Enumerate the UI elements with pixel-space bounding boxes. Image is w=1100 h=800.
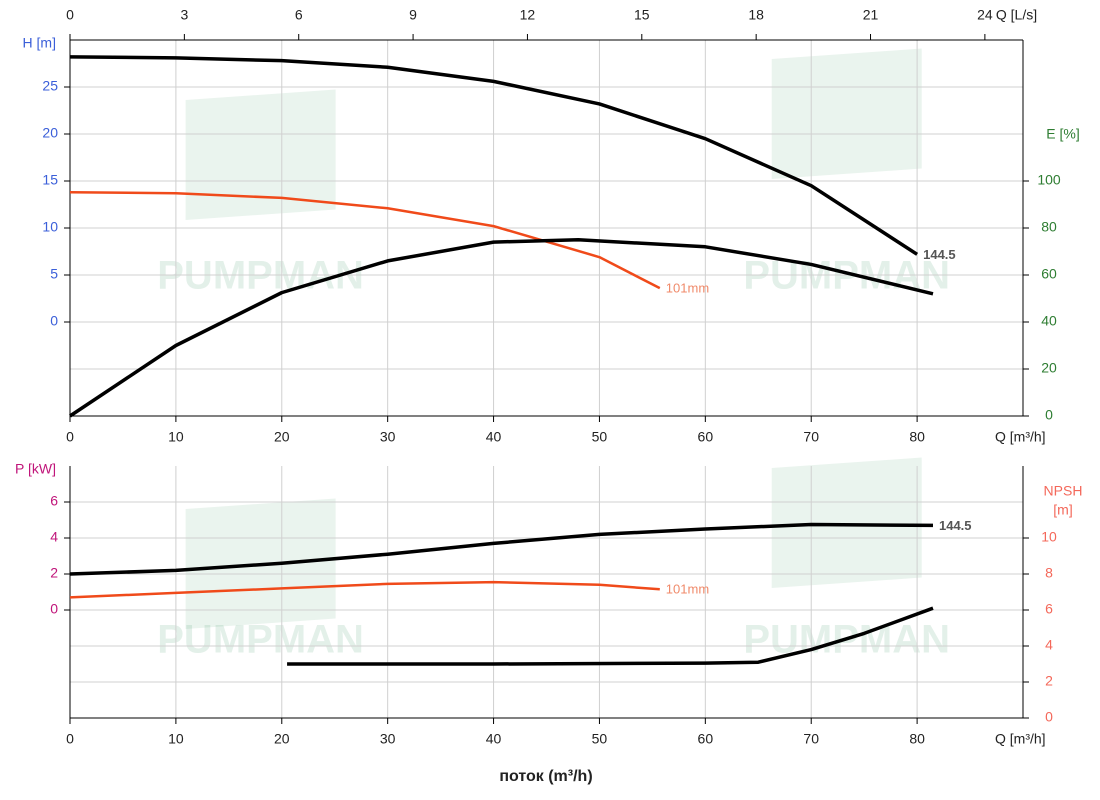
curve-label: 101mm [666, 281, 709, 296]
y-tick-label: 0 [50, 313, 58, 329]
curve [69, 191, 661, 290]
x-tick-label: 70 [803, 429, 819, 445]
x-tick-label: 40 [486, 429, 502, 445]
x2-tick-label: 21 [863, 7, 879, 23]
y2-tick-label: 2 [1045, 673, 1053, 689]
y2-tick-label: 20 [1041, 360, 1057, 376]
x-axis-label: Q [m³/h] [995, 731, 1046, 747]
x-tick-label: 50 [592, 731, 608, 747]
watermark-shape [185, 89, 336, 221]
x2-tick-label: 3 [180, 7, 188, 23]
x2-tick-label: 18 [748, 7, 764, 23]
y-tick-label: 25 [42, 78, 58, 94]
y2-axis-label: E [%] [1046, 126, 1079, 142]
y-tick-label: 6 [50, 493, 58, 509]
curve [69, 238, 934, 418]
curve [69, 522, 934, 576]
x-tick-label: 60 [698, 731, 714, 747]
y2-tick-label: 40 [1041, 313, 1057, 329]
y2-axis-label: NPSH [1044, 483, 1083, 499]
x2-tick-label: 0 [66, 7, 74, 23]
watermark: PUMPMAN [157, 618, 364, 662]
curve-label: 144.5 [939, 518, 972, 533]
x-tick-label: 10 [168, 731, 184, 747]
x-tick-label: 0 [66, 429, 74, 445]
y2-tick-label: 80 [1041, 219, 1057, 235]
watermark-shape [771, 457, 922, 589]
y-tick-label: 10 [42, 219, 58, 235]
x-tick-label: 20 [274, 731, 290, 747]
x-tick-label: 30 [380, 731, 396, 747]
y2-tick-label: 10 [1041, 529, 1057, 545]
x-tick-label: 60 [698, 429, 714, 445]
y-tick-label: 2 [50, 565, 58, 581]
x2-tick-label: 9 [409, 7, 417, 23]
curve [69, 55, 919, 256]
y2-tick-label: 100 [1037, 172, 1061, 188]
x2-tick-label: 15 [634, 7, 650, 23]
y2-tick-label: 0 [1045, 407, 1053, 423]
y2-tick-label: 6 [1045, 601, 1053, 617]
x-tick-label: 40 [486, 731, 502, 747]
y2-tick-label: 0 [1045, 709, 1053, 725]
x-axis-label: Q [m³/h] [995, 429, 1046, 445]
x2-axis-label: Q [L/s] [996, 7, 1037, 23]
x-tick-label: 80 [909, 429, 925, 445]
x-tick-label: 30 [380, 429, 396, 445]
x2-tick-label: 24 [977, 7, 993, 23]
curve-label: 101mm [666, 582, 709, 597]
x-tick-label: 0 [66, 731, 74, 747]
y2-tick-label: 8 [1045, 565, 1053, 581]
x2-tick-label: 12 [520, 7, 536, 23]
x-tick-label: 70 [803, 731, 819, 747]
x-tick-label: 80 [909, 731, 925, 747]
x2-tick-label: 6 [295, 7, 303, 23]
watermark: PUMPMAN [157, 254, 364, 298]
y-tick-label: 5 [50, 266, 58, 282]
x-tick-label: 10 [168, 429, 184, 445]
curve [69, 580, 660, 599]
y2-axis-label: [m] [1053, 502, 1072, 518]
x-title: поток (m³/h) [499, 768, 592, 785]
y-axis-label: H [m] [23, 35, 56, 51]
y-tick-label: 0 [50, 601, 58, 617]
y2-tick-label: 4 [1045, 637, 1053, 653]
watermark-shape [771, 48, 922, 180]
x-tick-label: 50 [592, 429, 608, 445]
y-axis-label: P [kW] [15, 461, 56, 477]
curve-label: 144.5 [923, 247, 956, 262]
y2-tick-label: 60 [1041, 266, 1057, 282]
y-tick-label: 20 [42, 125, 58, 141]
curve [287, 606, 934, 666]
y-tick-label: 15 [42, 172, 58, 188]
x-tick-label: 20 [274, 429, 290, 445]
y-tick-label: 4 [50, 529, 58, 545]
